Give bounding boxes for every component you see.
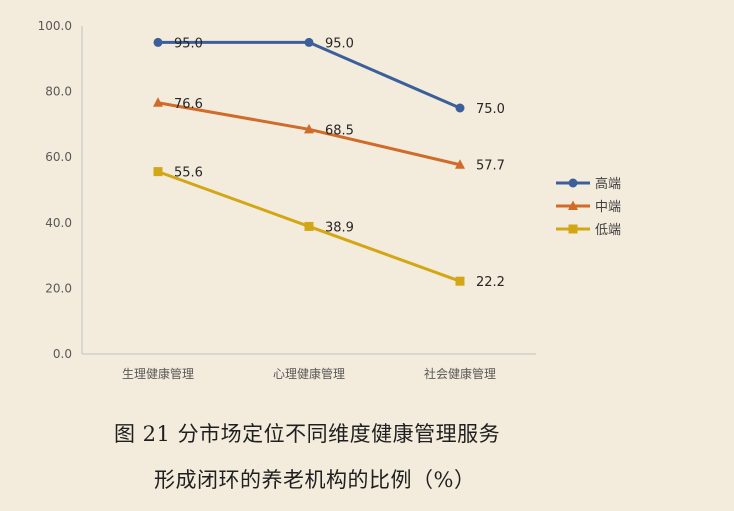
data-label: 55.6 (174, 166, 203, 181)
data-label: 57.7 (476, 159, 505, 174)
data-label: 68.5 (325, 123, 354, 138)
legend-marker-3 (568, 224, 578, 234)
caption-line-1: 图 21 分市场定位不同维度健康管理服务 (114, 422, 501, 446)
legend-label-2: 中端 (595, 200, 621, 215)
data-point-series-3 (153, 167, 163, 177)
data-point-series-2 (153, 97, 163, 107)
caption-line-2: 形成闭环的养老机构的比例（%） (154, 468, 476, 492)
y-tick-label: 0.0 (53, 347, 72, 361)
y-tick-label: 100.0 (38, 19, 72, 33)
y-tick-label: 80.0 (45, 85, 72, 99)
data-point-series-2 (455, 159, 465, 169)
data-point-series-1 (304, 37, 314, 47)
data-point-series-2 (304, 123, 314, 134)
data-label: 95.0 (325, 36, 354, 51)
x-tick-label: 心理健康管理 (273, 366, 345, 381)
data-label: 22.2 (476, 275, 505, 290)
legend-marker-2 (568, 200, 578, 210)
data-point-series-1 (455, 103, 465, 113)
data-point-series-3 (455, 276, 465, 286)
x-tick-label: 社会健康管理 (424, 366, 496, 381)
y-tick-label: 40.0 (45, 216, 72, 230)
y-tick-label: 60.0 (45, 150, 72, 164)
data-label: 75.0 (476, 102, 505, 117)
x-tick-label: 生理健康管理 (122, 366, 194, 381)
data-point-series-3 (304, 221, 314, 231)
y-tick-label: 20.0 (45, 281, 72, 295)
legend-marker-1 (568, 178, 578, 188)
data-label: 95.0 (174, 36, 203, 51)
series-line-2 (157, 101, 461, 167)
legend-label-1: 高端 (595, 176, 621, 192)
data-label: 76.6 (174, 97, 203, 112)
data-point-series-1 (153, 37, 163, 47)
data-label: 38.9 (325, 220, 354, 235)
series-line-1 (158, 40, 461, 110)
legend-label-3: 低端 (595, 223, 621, 238)
